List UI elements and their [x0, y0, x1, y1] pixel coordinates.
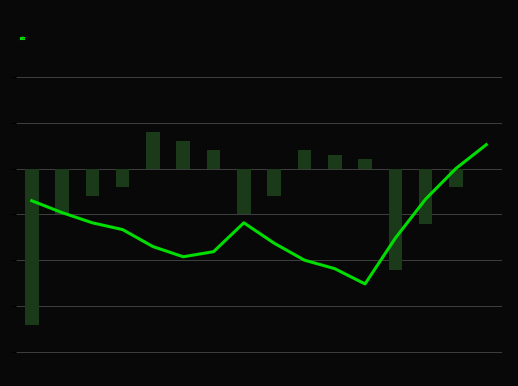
Bar: [267, 169, 281, 196]
Bar: [85, 169, 99, 196]
Bar: [207, 150, 220, 169]
Legend: Budget Balance (% of GDP), Debt-to-GDP (% of GDP): Budget Balance (% of GDP), Debt-to-GDP (…: [21, 35, 42, 40]
Bar: [419, 169, 433, 223]
Bar: [328, 155, 341, 169]
Bar: [449, 169, 463, 187]
Bar: [116, 169, 130, 187]
Bar: [25, 169, 38, 325]
Bar: [146, 132, 160, 169]
Bar: [177, 141, 190, 169]
Bar: [298, 150, 311, 169]
Bar: [55, 169, 69, 215]
Bar: [237, 169, 251, 215]
Bar: [388, 169, 402, 269]
Bar: [358, 159, 372, 169]
